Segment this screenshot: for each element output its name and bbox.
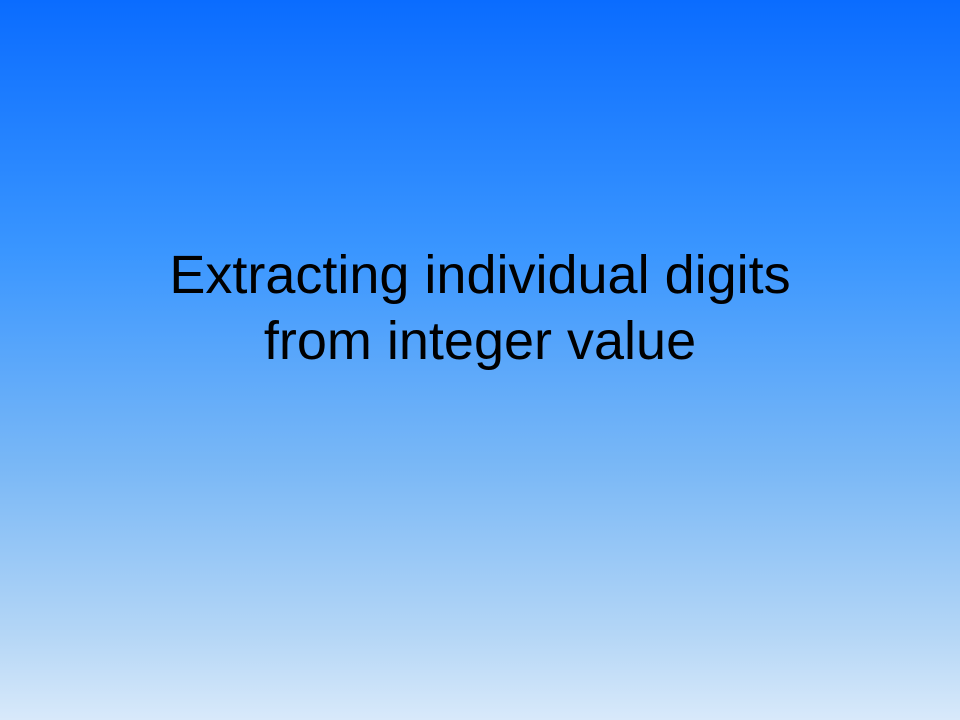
slide-title-line-1: Extracting individual digits	[169, 245, 791, 305]
slide-title-line-2: from integer value	[263, 311, 697, 371]
slide-title: Extracting individual digits from intege…	[0, 242, 960, 374]
